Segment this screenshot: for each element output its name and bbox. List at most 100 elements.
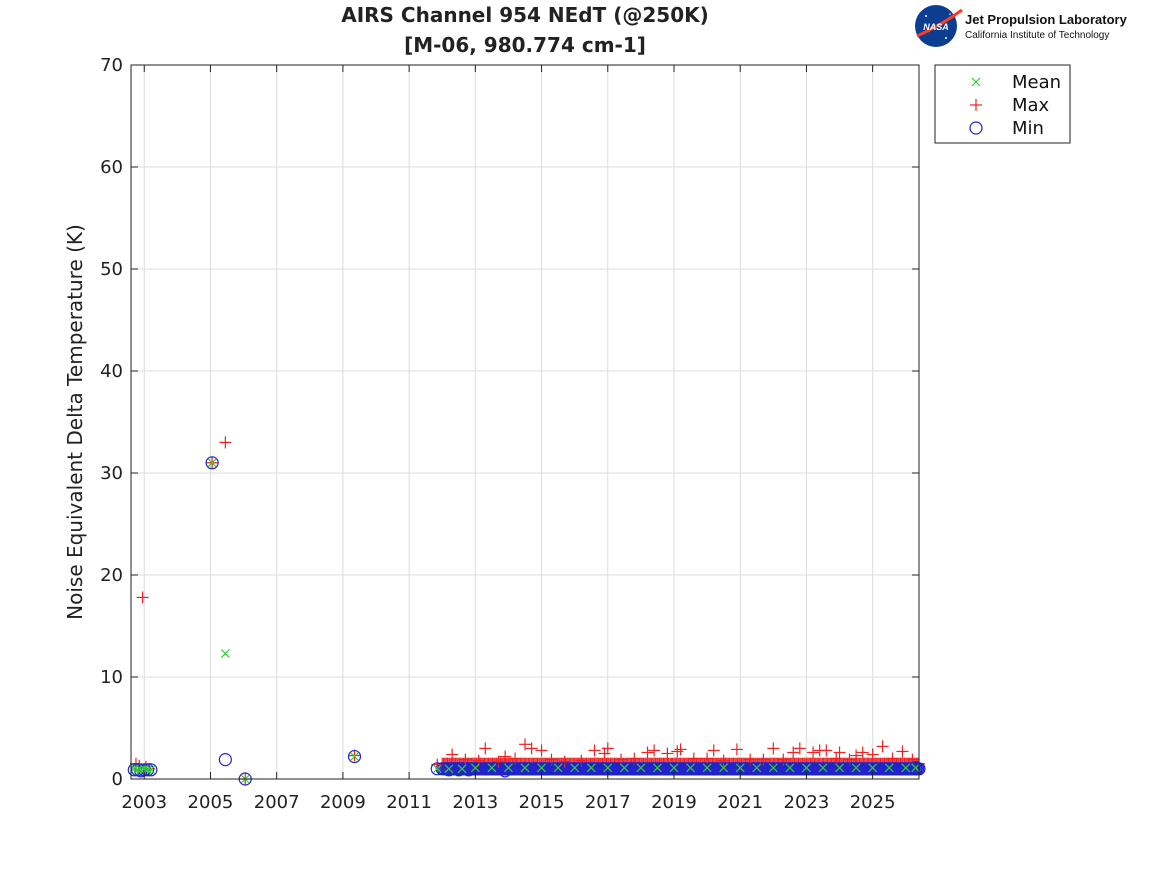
y-tick-label: 40 bbox=[100, 361, 123, 382]
max-marker bbox=[856, 746, 869, 759]
jpl-title: Jet Propulsion Laboratory bbox=[965, 12, 1128, 27]
mean-marker bbox=[537, 763, 546, 773]
x-tick-label: 2015 bbox=[519, 792, 565, 813]
max-marker bbox=[598, 747, 611, 760]
axis-ticks: 2003 2005 2007 2009 2011 2013 2015 2017 2019 2021… bbox=[100, 55, 919, 813]
mean-marker bbox=[653, 763, 662, 773]
min-marker bbox=[816, 762, 830, 776]
max-marker bbox=[499, 750, 512, 763]
mean-marker bbox=[487, 763, 497, 773]
min-marker bbox=[846, 762, 860, 776]
min-marker bbox=[647, 762, 661, 776]
max-marker bbox=[793, 742, 806, 755]
min-marker bbox=[637, 762, 651, 776]
max-marker bbox=[519, 738, 531, 751]
max-marker bbox=[219, 436, 232, 449]
max-marker bbox=[850, 749, 863, 762]
max-marker bbox=[876, 740, 889, 753]
legend-marker-max bbox=[970, 99, 982, 111]
x-tick-label: 2003 bbox=[121, 792, 167, 813]
max-marker bbox=[787, 746, 800, 759]
x-tick-label: 2021 bbox=[717, 792, 763, 813]
x-tick-label: 2023 bbox=[784, 792, 830, 813]
min-marker bbox=[687, 762, 701, 776]
x-tick-label: 2013 bbox=[452, 792, 498, 813]
mean-marker bbox=[457, 764, 467, 774]
min-marker bbox=[488, 762, 502, 776]
legend-marker-min bbox=[969, 121, 983, 135]
legend-marker-mean bbox=[971, 77, 981, 87]
x-tick-label: 2011 bbox=[386, 792, 432, 813]
min-marker bbox=[597, 762, 612, 776]
mean-marker bbox=[504, 763, 513, 773]
max-marker bbox=[820, 744, 833, 757]
mean-marker bbox=[911, 763, 921, 773]
jpl-logo: NASA Jet Propulsion Laboratory Californi… bbox=[915, 5, 1128, 47]
min-marker bbox=[895, 762, 910, 776]
mean-marker bbox=[619, 763, 629, 773]
y-tick-label: 30 bbox=[100, 463, 123, 484]
y-axis-label: Noise Equivalent Delta Temperature (K) bbox=[63, 224, 87, 620]
legend-label-min: Min bbox=[1012, 118, 1044, 139]
mean-marker bbox=[470, 763, 480, 773]
max-marker bbox=[833, 746, 846, 759]
max-marker bbox=[558, 755, 571, 768]
max-marker bbox=[492, 755, 505, 768]
mean-marker bbox=[802, 763, 811, 773]
max-marker bbox=[641, 746, 654, 759]
mean-marker bbox=[636, 763, 646, 773]
mean-marker bbox=[835, 763, 844, 773]
x-tick-label: 2017 bbox=[585, 792, 631, 813]
y-tick-label: 50 bbox=[100, 259, 123, 280]
x-tick-label: 2005 bbox=[188, 792, 234, 813]
min-marker bbox=[746, 762, 761, 776]
max-marker bbox=[866, 748, 879, 761]
y-tick-label: 0 bbox=[112, 769, 123, 790]
min-marker bbox=[347, 749, 362, 764]
mean-marker bbox=[220, 649, 230, 658]
mean-marker bbox=[570, 763, 580, 773]
max-marker bbox=[459, 753, 472, 766]
max-marker bbox=[730, 743, 743, 756]
max-marker bbox=[479, 742, 492, 755]
mean-marker bbox=[553, 763, 563, 773]
max-marker bbox=[830, 752, 843, 765]
min-marker bbox=[766, 762, 780, 776]
max-marker bbox=[767, 742, 780, 755]
max-marker bbox=[446, 748, 459, 761]
mean-marker bbox=[586, 763, 596, 773]
mean-marker bbox=[768, 763, 778, 773]
max-marker bbox=[648, 744, 661, 757]
mean-marker bbox=[143, 765, 152, 775]
y-tick-label: 70 bbox=[100, 55, 123, 76]
plot-frame bbox=[130, 64, 920, 780]
x-tick-label: 2025 bbox=[850, 792, 896, 813]
max-marker bbox=[136, 591, 149, 604]
max-marker bbox=[757, 753, 770, 766]
min-marker bbox=[796, 762, 810, 776]
mean-marker bbox=[818, 763, 828, 773]
legend-label-mean: Mean bbox=[1012, 72, 1061, 93]
min-marker bbox=[442, 763, 456, 777]
min-marker bbox=[717, 762, 731, 776]
plot-area bbox=[131, 65, 919, 779]
max-marker bbox=[707, 744, 720, 757]
mean-marker bbox=[735, 763, 745, 773]
mean-marker bbox=[901, 763, 911, 773]
max-marker bbox=[896, 745, 909, 758]
mean-marker bbox=[702, 763, 712, 773]
mean-marker bbox=[851, 763, 861, 773]
y-tick-label: 60 bbox=[100, 157, 123, 178]
nasa-mark-text: NASA bbox=[923, 22, 949, 32]
min-marker bbox=[218, 753, 232, 767]
max-marker bbox=[575, 754, 588, 767]
mean-marker bbox=[520, 763, 530, 773]
min-marker bbox=[538, 762, 552, 776]
min-marker bbox=[836, 762, 850, 776]
mean-marker bbox=[785, 763, 795, 773]
min-marker bbox=[885, 762, 900, 776]
min-marker bbox=[587, 762, 602, 776]
max-marker bbox=[348, 749, 361, 762]
